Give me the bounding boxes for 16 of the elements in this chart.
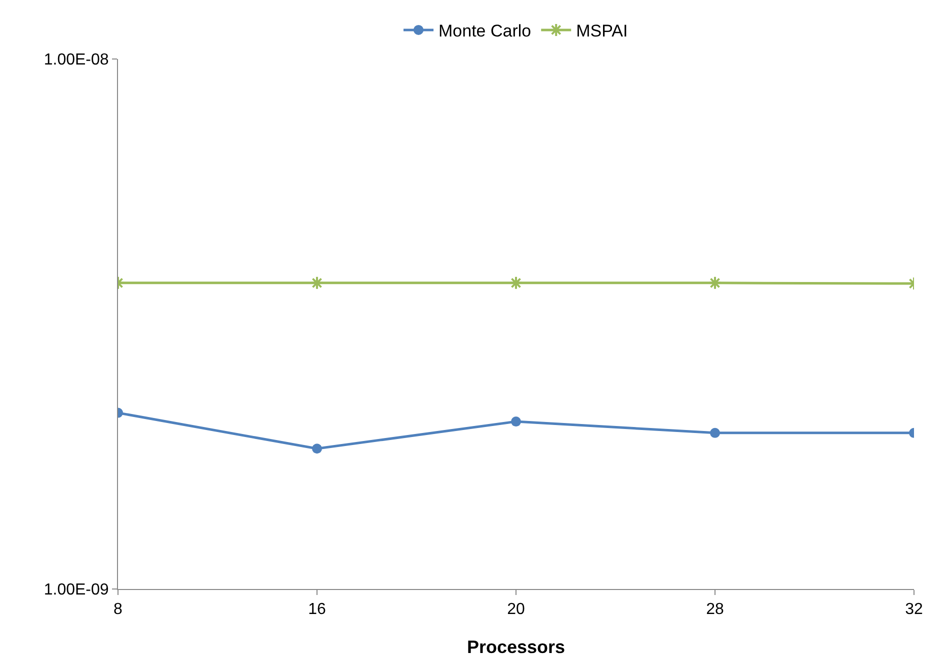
legend-label: MSPAI: [576, 22, 628, 41]
x-tick-label: 32: [905, 601, 923, 618]
point: [511, 416, 521, 427]
x-tick-label: 28: [706, 601, 724, 618]
y-tick-label: 1.00E-09: [44, 582, 109, 599]
point: [710, 428, 720, 438]
x-tick-label: 16: [308, 601, 326, 618]
point: [312, 444, 322, 454]
x-tick-label: 20: [507, 601, 525, 618]
x-axis-title: Processors: [466, 637, 566, 657]
point: [708, 276, 722, 290]
point: [310, 276, 324, 290]
legend-label: Monte Carlo: [438, 22, 532, 41]
y-tick-label: 1.00E-08: [44, 52, 109, 69]
x-tick-label: 8: [114, 601, 123, 618]
point: [509, 276, 523, 290]
